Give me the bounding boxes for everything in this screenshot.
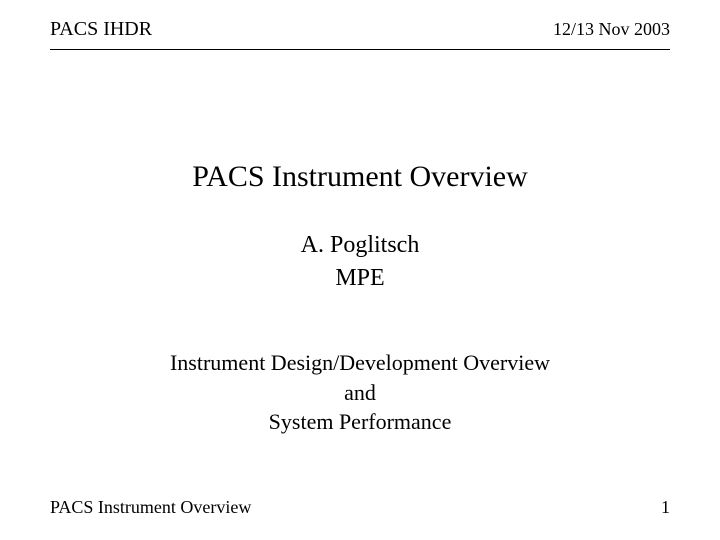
slide-title: PACS Instrument Overview: [0, 160, 720, 194]
slide-footer: PACS Instrument Overview 1: [50, 497, 670, 518]
footer-page-number: 1: [661, 497, 670, 518]
slide-content: PACS Instrument Overview A. Poglitsch MP…: [0, 50, 720, 437]
header-date: 12/13 Nov 2003: [553, 19, 670, 40]
author-name: A. Poglitsch: [0, 232, 720, 259]
subtitle-line-2: and: [0, 378, 720, 408]
footer-title: PACS Instrument Overview: [50, 497, 251, 518]
author-affiliation: MPE: [0, 265, 720, 292]
slide-header: PACS IHDR 12/13 Nov 2003: [50, 0, 670, 50]
header-project-name: PACS IHDR: [50, 18, 152, 41]
subtitle-line-1: Instrument Design/Development Overview: [0, 348, 720, 378]
subtitle-line-3: System Performance: [0, 407, 720, 437]
